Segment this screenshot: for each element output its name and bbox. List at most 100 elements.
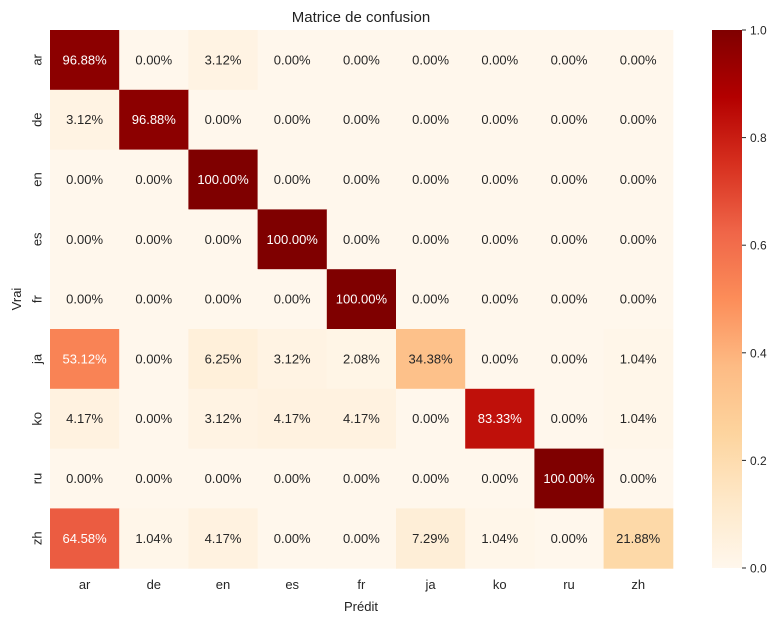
heatmap-cell-label: 100.00% — [267, 232, 319, 247]
heatmap-cell-label: 0.00% — [135, 52, 172, 67]
heatmap-cell-label: 0.00% — [481, 292, 518, 307]
heatmap-cell — [326, 388, 397, 450]
x-tick-label: ko — [493, 577, 507, 592]
y-tick-label: ru — [29, 473, 44, 485]
heatmap-cell-label: 0.00% — [135, 351, 172, 366]
colorbar-ticks: 0.0 0.2 0.4 0.6 0.8 1.0 — [742, 24, 767, 576]
heatmap-cell — [119, 508, 189, 569]
heatmap-cell — [257, 89, 328, 151]
heatmap-cell-label: 0.00% — [620, 52, 657, 67]
heatmap-cell-label: 96.88% — [63, 52, 108, 67]
y-axis-tick-labels: ar de en es fr ja ko ru zh — [29, 53, 44, 545]
heatmap-cell-label: 6.25% — [205, 351, 242, 366]
heatmap-cell-label: 0.00% — [135, 172, 172, 187]
heatmap-cell-label: 7.29% — [412, 531, 449, 546]
x-axis-tick-labels: ar de en es fr ja ko ru zh — [79, 577, 645, 592]
heatmap-cell-label: 4.17% — [343, 411, 380, 426]
heatmap-cell — [396, 388, 466, 450]
heatmap-cell-label: 3.12% — [274, 351, 311, 366]
heatmap-cell — [465, 30, 535, 91]
heatmap-cell — [50, 508, 120, 569]
heatmap-cell — [396, 448, 466, 509]
heatmap-cell — [257, 388, 328, 450]
heatmap-cell-labels: 96.88% 0.00% 3.12% 0.00% 0.00% 0.00% 0.00% 0.00… — [63, 52, 661, 545]
heatmap-cell-label: 0.00% — [274, 52, 311, 67]
heatmap-cell — [50, 329, 120, 390]
x-tick-label: fr — [357, 577, 366, 592]
heatmap-cell — [603, 329, 674, 390]
heatmap-cell-label: 2.08% — [343, 351, 380, 366]
heatmap-cell-label: 1.04% — [481, 531, 518, 546]
heatmap-cell — [188, 329, 259, 390]
heatmap-cell-label: 3.12% — [205, 411, 242, 426]
heatmap-cell — [188, 149, 259, 210]
heatmap-cell — [465, 448, 535, 509]
heatmap-cell — [534, 149, 605, 210]
heatmap-cell-label: 0.00% — [205, 232, 242, 247]
heatmap-cell — [534, 30, 605, 91]
heatmap-cell-label: 0.00% — [620, 172, 657, 187]
heatmap-cell — [396, 89, 466, 151]
heatmap-cell — [119, 209, 189, 270]
heatmap-cell-label: 0.00% — [412, 471, 449, 486]
heatmap-cell — [534, 209, 605, 270]
heatmap-cell-label: 0.00% — [274, 292, 311, 307]
heatmap-cell — [257, 209, 328, 270]
y-tick-label: es — [29, 232, 44, 246]
heatmap-cell-label: 0.00% — [551, 112, 588, 127]
heatmap-cell — [188, 388, 259, 450]
heatmap-cell-label: 0.00% — [274, 471, 311, 486]
heatmap-cell — [257, 269, 328, 330]
heatmap-cell — [119, 89, 189, 151]
y-tick-label: ko — [29, 412, 44, 426]
y-tick-label: de — [29, 112, 44, 126]
x-tick-label: ru — [563, 577, 575, 592]
heatmap-cell — [396, 30, 466, 91]
heatmap-cell — [188, 448, 259, 509]
heatmap-cell — [465, 388, 535, 450]
heatmap-cell-label: 0.00% — [551, 411, 588, 426]
colorbar-tick-label: 1.0 — [750, 24, 767, 38]
heatmap-cell-label: 0.00% — [343, 112, 380, 127]
heatmap-cell — [50, 388, 120, 450]
heatmap-cell-label: 0.00% — [274, 112, 311, 127]
heatmap-cell — [603, 30, 674, 91]
heatmap-cell-label: 0.00% — [620, 232, 657, 247]
heatmap-cell — [534, 508, 605, 569]
heatmap-cell — [603, 209, 674, 270]
x-tick-label: zh — [631, 577, 645, 592]
x-tick-label: ja — [425, 577, 437, 592]
heatmap-cell — [257, 508, 328, 569]
heatmap-cell — [534, 269, 605, 330]
heatmap-cell-label: 0.00% — [551, 292, 588, 307]
chart-title: Matrice de confusion — [292, 9, 430, 26]
heatmap-cell — [603, 89, 674, 151]
heatmap-cell-label: 0.00% — [481, 471, 518, 486]
heatmap-cell — [326, 209, 397, 270]
heatmap-cell — [188, 209, 259, 270]
heatmap-cell — [396, 269, 466, 330]
heatmap-cell-label: 0.00% — [343, 531, 380, 546]
heatmap-cell-label: 0.00% — [205, 112, 242, 127]
heatmap-cell-label: 53.12% — [63, 351, 108, 366]
heatmap-cell — [465, 508, 535, 569]
heatmap-cell-label: 0.00% — [481, 232, 518, 247]
y-tick-label: en — [29, 172, 44, 186]
heatmap-cell — [534, 388, 605, 450]
heatmap-cell — [188, 269, 259, 330]
heatmap-cell-label: 0.00% — [551, 351, 588, 366]
heatmap-cell — [257, 448, 328, 509]
heatmap-cell-label: 0.00% — [205, 292, 242, 307]
heatmap-cell — [188, 89, 259, 151]
heatmap-cell-label: 0.00% — [274, 531, 311, 546]
heatmap-cell — [119, 149, 189, 210]
heatmap-cell-label: 21.88% — [616, 531, 661, 546]
heatmap-cell-label: 0.00% — [274, 172, 311, 187]
heatmap-cell — [119, 448, 189, 509]
colorbar-tick-label: 0.8 — [750, 131, 767, 145]
heatmap-cell — [465, 89, 535, 151]
heatmap-cell-label: 100.00% — [336, 292, 388, 307]
heatmap-cell — [396, 149, 466, 210]
x-tick-label: ar — [79, 577, 91, 592]
